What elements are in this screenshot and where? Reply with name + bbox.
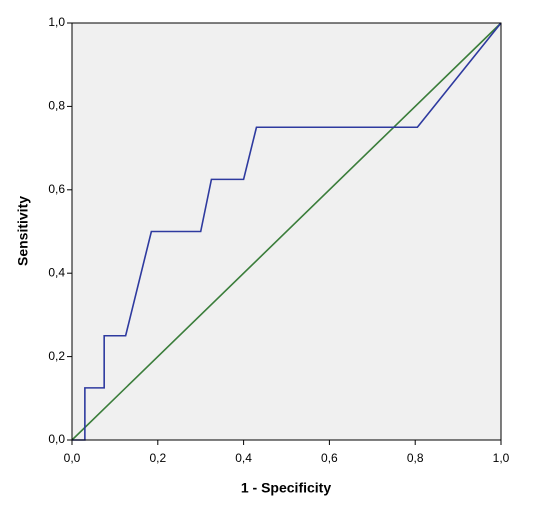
- x-tick-label: 0,8: [407, 451, 424, 465]
- y-tick-label: 0,6: [48, 182, 65, 196]
- roc-line: [71, 22, 502, 441]
- x-tick-label: 0,2: [149, 451, 166, 465]
- y-tick-label: 0,2: [48, 349, 65, 363]
- y-axis-title: Sensitivity: [15, 196, 31, 266]
- y-tick-label: 1,0: [48, 15, 65, 29]
- x-tick-label: 0,4: [235, 451, 252, 465]
- y-tick-label: 0,8: [48, 99, 65, 113]
- x-tick-label: 0,6: [321, 451, 338, 465]
- x-axis-title: 1 - Specificity: [241, 480, 331, 496]
- y-tick-label: 0,0: [48, 432, 65, 446]
- x-tick-label: 1,0: [493, 451, 510, 465]
- plot-frame: [71, 22, 502, 441]
- x-tick-label: 0,0: [64, 451, 81, 465]
- roc-line: [72, 22, 502, 441]
- y-tick-label: 0,4: [48, 265, 65, 279]
